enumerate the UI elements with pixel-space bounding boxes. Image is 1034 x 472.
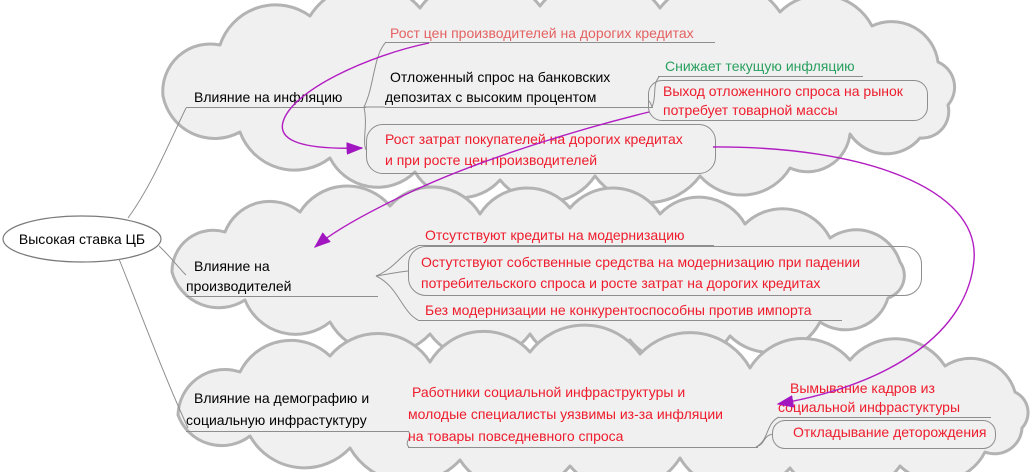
node-staff-drain[interactable]: Вымывание кадров из социальной инфрастук…	[778, 379, 991, 418]
node-buyer-cost-growth-bubble: Рост затрат покупателей на дорогих креди…	[366, 124, 716, 174]
node-producer-price-growth[interactable]: Рост цен производителей на дорогих креди…	[385, 24, 715, 43]
edge-0	[127, 107, 187, 219]
node-reduces-current-inflation[interactable]: Снижает текущую инфляцию	[658, 56, 863, 77]
edge-1	[158, 245, 187, 276]
edge-9	[375, 270, 409, 277]
node-no-own-funds[interactable]: Остутствуют собственные средства на моде…	[421, 254, 861, 291]
node-buyer-cost-growth[interactable]: Рост затрат покупателей на дорогих креди…	[385, 131, 683, 168]
node-root[interactable]: Высокая ставка ЦБ	[18, 231, 146, 247]
node-influence-on-inflation[interactable]: Влияние на инфляцию	[186, 87, 366, 108]
node-postponed-childbirth[interactable]: Откладывание деторождения	[793, 424, 987, 440]
edge-2	[118, 258, 189, 429]
node-deferred-demand-release[interactable]: Выход отложенного спроса на рынок потреб…	[663, 83, 903, 118]
node-no-modernization-credits[interactable]: Отсутствуют кредиты на модернизацию	[418, 226, 714, 246]
node-postponed-childbirth-bubble: Откладывание деторождения	[772, 420, 996, 449]
node-deferred-demand-release-bubble: Выход отложенного спроса на рынок потреб…	[648, 80, 928, 121]
node-not-competitive-vs-imports[interactable]: Без модернизации не конкурентоспособны п…	[418, 300, 842, 321]
node-social-workers-vulnerable[interactable]: Работники социальной инфраструктуры и мо…	[408, 381, 758, 448]
edge-13	[755, 433, 774, 448]
node-influence-on-producers[interactable]: Влияние на производителей	[186, 256, 378, 297]
node-deferred-demand-deposits[interactable]: Отложенный спрос на банковских депозитах…	[385, 67, 653, 108]
node-influence-on-demography[interactable]: Влияние на демографию и социальную инфра…	[186, 387, 408, 432]
edge-3	[363, 41, 387, 108]
node-no-own-funds-bubble: Остутствуют собственные средства на моде…	[408, 246, 922, 296]
